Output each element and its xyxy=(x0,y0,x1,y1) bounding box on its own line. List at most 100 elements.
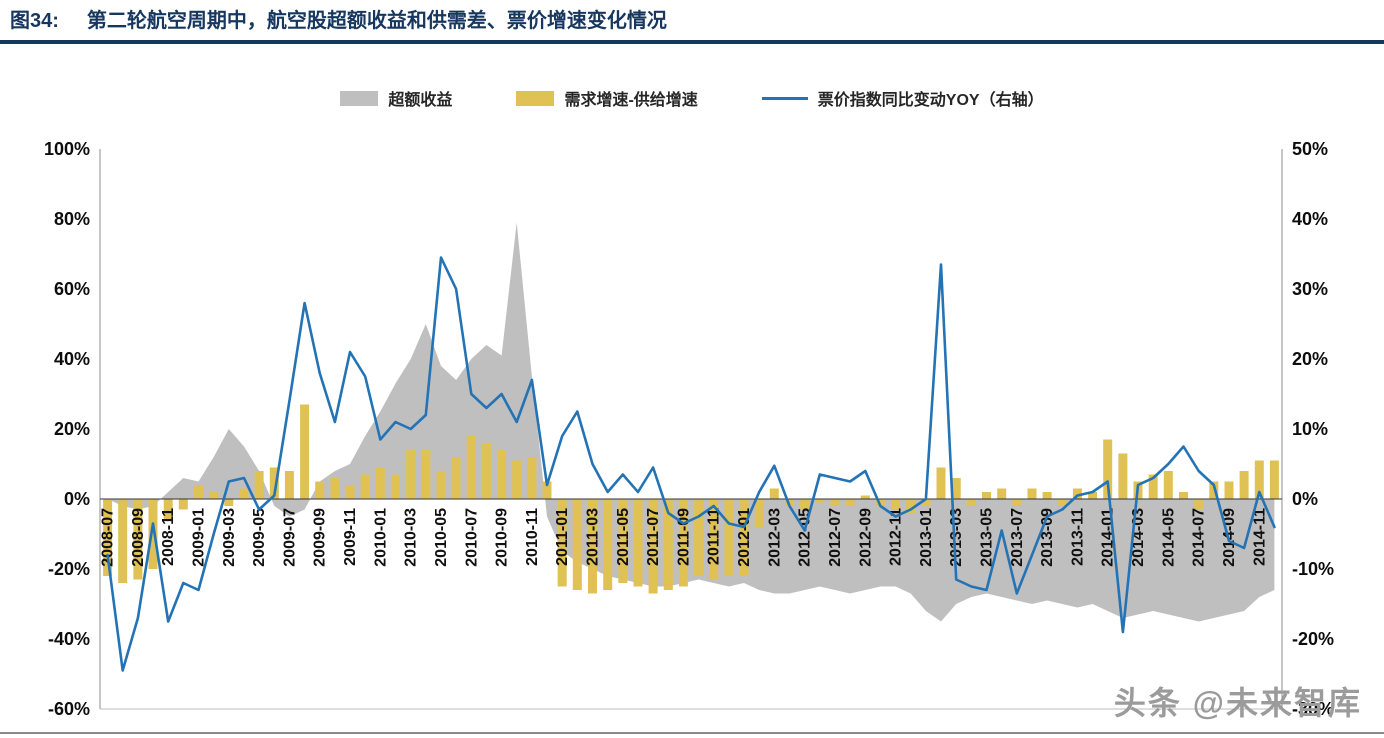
demand-supply-bar xyxy=(1148,474,1158,499)
x-axis-tick-label: 2009-03 xyxy=(221,508,238,567)
demand-supply-bar xyxy=(572,499,582,590)
demand-supply-bar xyxy=(406,450,416,499)
left-axis-tick-label: -20% xyxy=(48,559,90,579)
x-axis-tick-label: 2010-11 xyxy=(524,508,541,566)
chart-area: 100% 80% 60% 40% 20% 0% -20% -40% -60% 50% 40% 30% 2… xyxy=(0,124,1384,732)
x-axis-tick-label: 2012-03 xyxy=(766,508,783,567)
x-axis-tick-label: 2011-05 xyxy=(615,508,632,566)
demand-supply-bar xyxy=(603,499,613,590)
page-bottom-rule xyxy=(0,732,1384,734)
x-axis-tick-label: 2013-01 xyxy=(918,508,935,567)
demand-supply-bar xyxy=(845,499,855,506)
x-axis-tick-label: 2008-11 xyxy=(160,508,177,566)
demand-supply-bar xyxy=(709,499,719,580)
left-axis-tick-label: -60% xyxy=(48,699,90,719)
demand-supply-bar xyxy=(1163,471,1173,499)
demand-supply-bar xyxy=(1179,492,1188,499)
left-axis-tick-label: 80% xyxy=(54,209,90,229)
demand-supply-bar xyxy=(254,471,264,499)
demand-supply-bar xyxy=(694,499,704,576)
right-axis-tick-label: 40% xyxy=(1292,209,1328,229)
demand-supply-bar xyxy=(391,474,400,499)
excess-return-area xyxy=(107,222,1275,622)
x-axis-tick-label: 2012-11 xyxy=(888,508,905,566)
legend-item-demand-supply-gap: 需求增速-供给增速 xyxy=(516,86,698,110)
legend-label-excess-return: 超额收益 xyxy=(388,92,453,109)
x-axis-tick-label: 2009-09 xyxy=(312,508,329,567)
demand-supply-bar xyxy=(118,499,128,583)
legend-label-demand-supply-gap: 需求增速-供给增速 xyxy=(564,92,698,109)
demand-supply-bar xyxy=(663,499,673,590)
demand-supply-bar xyxy=(163,499,173,520)
demand-supply-bar xyxy=(860,495,870,499)
x-axis-tick-label: 2008-09 xyxy=(130,508,147,567)
left-axis-tick-label: 0% xyxy=(64,489,90,509)
demand-supply-bar xyxy=(1209,481,1219,499)
demand-supply-bar xyxy=(678,499,688,587)
x-axis-tick-label: 2011-09 xyxy=(675,508,692,566)
demand-supply-bar xyxy=(133,499,143,580)
right-axis-tick-label: -20% xyxy=(1292,629,1334,649)
demand-supply-bar xyxy=(1027,488,1037,499)
x-axis-tick-label: 2011-07 xyxy=(645,508,662,566)
demand-supply-bar xyxy=(194,485,203,499)
x-axis-tick-label: 2011-01 xyxy=(554,508,571,566)
x-axis-tick-label: 2009-11 xyxy=(342,508,359,566)
demand-supply-bar xyxy=(1103,439,1113,499)
demand-supply-bar xyxy=(466,436,476,499)
demand-supply-bar xyxy=(224,499,234,506)
demand-supply-bar xyxy=(436,471,446,499)
demand-supply-bar xyxy=(451,457,461,499)
demand-supply-bar xyxy=(345,485,355,499)
demand-supply-bar xyxy=(103,499,113,576)
demand-supply-bar xyxy=(875,499,885,506)
demand-supply-bar xyxy=(1269,460,1279,499)
right-axis-tick-label: 50% xyxy=(1292,139,1328,159)
left-axis-tick-label: -40% xyxy=(48,629,90,649)
demand-supply-bar xyxy=(542,481,552,499)
demand-supply-bar xyxy=(1088,492,1098,499)
demand-supply-bar xyxy=(1012,499,1022,506)
demand-supply-bar xyxy=(1239,471,1249,499)
demand-supply-bar xyxy=(633,499,643,587)
demand-supply-bar xyxy=(1057,499,1067,506)
demand-supply-bar xyxy=(997,488,1007,499)
x-axis-tick-label: 2013-11 xyxy=(1069,508,1086,566)
x-axis-tick-label: 2012-05 xyxy=(797,508,814,567)
demand-supply-bar xyxy=(497,450,507,499)
figure-header: 图34: 第二轮航空周期中，航空股超额收益和供需差、票价增速变化情况 xyxy=(0,0,1384,44)
demand-supply-bar xyxy=(300,404,310,499)
x-axis-tick-label: 2008-07 xyxy=(100,508,117,567)
demand-supply-bar xyxy=(360,474,370,499)
demand-supply-bar xyxy=(921,499,931,506)
x-axis-tick-label: 2012-07 xyxy=(827,508,844,567)
figure-label: 图34: xyxy=(10,10,59,32)
legend-item-fare-yoy: 票价指数同比变动YOY（右轴） xyxy=(761,86,1044,110)
right-axis-tick-label: 10% xyxy=(1292,419,1328,439)
demand-supply-bar xyxy=(1042,492,1052,499)
x-axis-tick-label: 2012-09 xyxy=(857,508,874,567)
demand-supply-bar xyxy=(951,478,961,499)
demand-supply-bar xyxy=(648,499,658,594)
x-axis-tick-label: 2009-01 xyxy=(191,508,208,567)
demand-supply-bar xyxy=(284,471,294,499)
x-axis-tick-label: 2013-05 xyxy=(979,508,996,567)
demand-supply-bar xyxy=(830,499,840,506)
demand-supply-bar xyxy=(1254,460,1264,499)
demand-supply-bar xyxy=(618,499,628,583)
right-axis-tick-label: -30% xyxy=(1292,699,1334,719)
demand-supply-bar xyxy=(512,460,522,499)
fare-yoy-line xyxy=(106,256,1276,672)
watermark: 头条 @未来智库 xyxy=(1113,685,1362,721)
bar-swatch-icon xyxy=(516,90,555,106)
x-axis-tick-label: 2012-01 xyxy=(736,508,753,567)
demand-supply-bar xyxy=(1224,481,1234,499)
right-axis-tick-label: 20% xyxy=(1292,349,1328,369)
demand-supply-bar xyxy=(269,467,279,499)
demand-supply-bar xyxy=(800,499,810,510)
right-axis-tick-label: -10% xyxy=(1292,559,1334,579)
demand-supply-bar xyxy=(769,488,779,499)
demand-supply-bar xyxy=(239,488,249,499)
x-axis-tick-label: 2014-11 xyxy=(1251,508,1268,566)
line-sample-icon xyxy=(761,96,808,100)
